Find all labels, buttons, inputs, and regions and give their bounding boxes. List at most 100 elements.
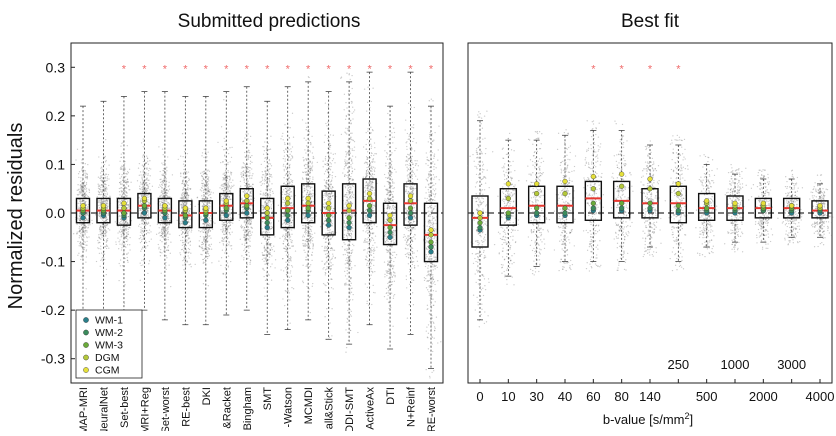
residual-point: [96, 261, 97, 262]
residual-point: [86, 226, 87, 227]
residual-point: [83, 237, 84, 238]
residual-point: [189, 264, 190, 265]
residual-point: [140, 280, 141, 281]
residual-point: [88, 224, 89, 225]
residual-point: [306, 264, 307, 265]
residual-point: [85, 215, 86, 216]
residual-point: [119, 191, 120, 192]
residual-point: [286, 249, 287, 250]
residual-point: [188, 222, 189, 223]
residual-point: [272, 249, 273, 250]
residual-point: [100, 260, 101, 261]
residual-point: [98, 186, 99, 187]
residual-point: [102, 189, 103, 190]
residual-point: [245, 236, 246, 237]
residual-point: [292, 113, 293, 114]
residual-point: [145, 220, 146, 221]
residual-point: [290, 256, 291, 257]
residual-point: [184, 166, 185, 167]
residual-point: [144, 261, 145, 262]
residual-point: [158, 187, 159, 188]
residual-point: [119, 194, 120, 195]
residual-point: [261, 205, 262, 206]
residual-point: [311, 226, 312, 227]
residual-point: [158, 247, 159, 248]
residual-point: [285, 188, 286, 189]
residual-point: [272, 191, 273, 192]
residual-point: [265, 195, 266, 196]
residual-point: [204, 185, 205, 186]
residual-point: [290, 225, 291, 226]
residual-point: [223, 173, 224, 174]
residual-point: [166, 255, 167, 256]
residual-point: [100, 191, 101, 192]
residual-point: [181, 229, 182, 230]
residual-point: [86, 249, 87, 250]
residual-point: [129, 249, 130, 250]
residual-point: [205, 201, 206, 202]
residual-point: [262, 171, 263, 172]
residual-point: [212, 229, 213, 230]
residual-point: [100, 184, 101, 185]
residual-point: [229, 242, 230, 243]
residual-point: [291, 229, 292, 230]
residual-point: [181, 198, 182, 199]
residual-point: [126, 232, 127, 233]
residual-point: [233, 185, 234, 186]
residual-point: [209, 223, 210, 224]
tissue-mean-marker: [244, 194, 249, 199]
residual-point: [243, 257, 244, 258]
residual-point: [86, 231, 87, 232]
residual-point: [160, 220, 161, 221]
residual-point: [230, 177, 231, 178]
residual-point: [309, 297, 310, 298]
residual-point: [167, 229, 168, 230]
residual-point: [247, 224, 248, 225]
residual-point: [164, 200, 165, 201]
residual-point: [162, 148, 163, 149]
residual-point: [106, 245, 107, 246]
residual-point: [85, 189, 86, 190]
x-tick-label: Bingham: [242, 387, 254, 430]
residual-point: [126, 236, 127, 237]
residual-point: [183, 259, 184, 260]
residual-point: [229, 185, 230, 186]
residual-point: [248, 156, 249, 157]
residual-point: [269, 250, 270, 251]
residual-point: [170, 242, 171, 243]
residual-point: [241, 255, 242, 256]
x-tick-label: Set-worst: [160, 387, 172, 431]
residual-point: [231, 209, 232, 210]
residual-point: [149, 160, 150, 161]
residual-point: [291, 151, 292, 152]
residual-point: [147, 158, 148, 159]
residual-point: [160, 240, 161, 241]
residual-point: [230, 217, 231, 218]
residual-point: [209, 226, 210, 227]
residual-point: [101, 194, 102, 195]
residual-point: [86, 191, 87, 192]
residual-point: [281, 136, 282, 137]
residual-point: [222, 161, 223, 162]
residual-point: [106, 242, 107, 243]
residual-point: [125, 173, 126, 174]
residual-point: [264, 150, 265, 151]
residual-point: [229, 147, 230, 148]
residual-point: [291, 265, 292, 266]
residual-point: [166, 242, 167, 243]
residual-point: [209, 208, 210, 209]
residual-point: [246, 181, 247, 182]
residual-point: [206, 182, 207, 183]
residual-point: [261, 243, 262, 244]
residual-point: [317, 162, 318, 163]
residual-point: [170, 286, 171, 287]
residual-point: [248, 190, 249, 191]
residual-point: [305, 158, 306, 159]
residual-point: [81, 183, 82, 184]
residual-point: [241, 207, 242, 208]
residual-point: [79, 223, 80, 224]
residual-point: [223, 190, 224, 191]
residual-point: [245, 252, 246, 253]
residual-point: [290, 260, 291, 261]
residual-point: [270, 206, 271, 207]
